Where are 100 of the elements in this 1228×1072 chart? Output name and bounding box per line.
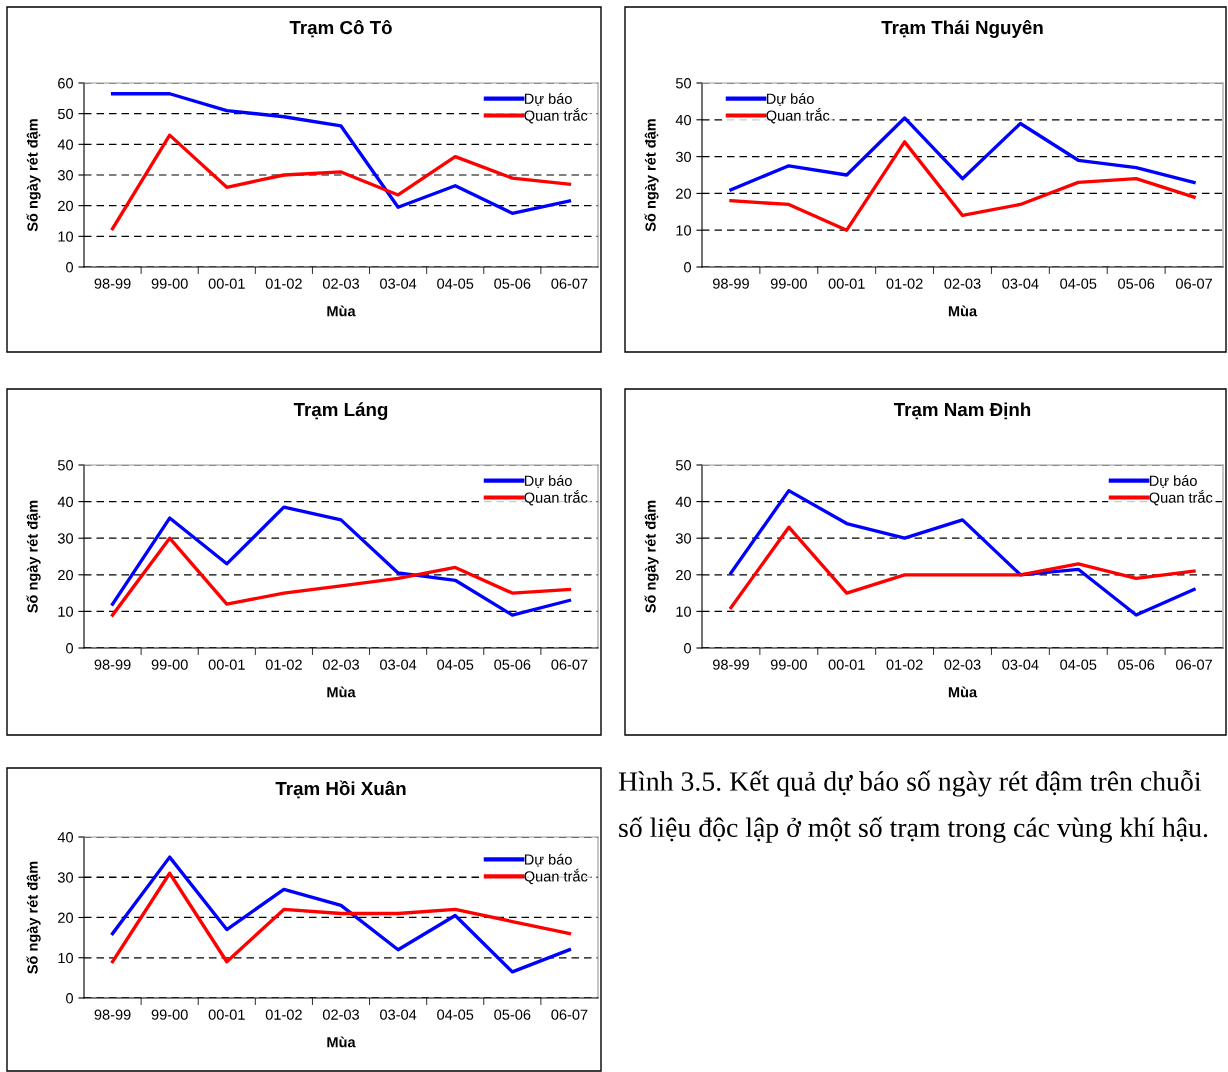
legend-label: Quan trắc bbox=[524, 868, 588, 885]
x-tick-label: 05-06 bbox=[494, 278, 531, 289]
line-series bbox=[110, 505, 572, 617]
x-tick-label: 03-04 bbox=[380, 1009, 417, 1020]
y-tick-label: 30 bbox=[57, 533, 74, 544]
x-tick-label: 05-06 bbox=[1118, 659, 1155, 670]
y-tick-label: 10 bbox=[58, 231, 74, 242]
x-tick-label: 03-04 bbox=[1002, 278, 1039, 289]
y-tick-label: 50 bbox=[675, 460, 692, 471]
x-tick-label: 99-00 bbox=[151, 659, 188, 670]
x-tick-label: 98-99 bbox=[94, 659, 131, 670]
y-tick-label: 40 bbox=[675, 114, 692, 126]
y-tick-label: 0 bbox=[66, 643, 74, 654]
x-tick-label: 03-04 bbox=[380, 659, 417, 670]
x-tick-label: 00-01 bbox=[828, 659, 865, 670]
legend-label: Dự báo bbox=[524, 93, 572, 106]
legend-label: Quan trắc bbox=[524, 489, 588, 506]
chart-title: Trạm Thái Nguyên bbox=[881, 20, 1043, 38]
y-tick-label: 30 bbox=[675, 533, 692, 544]
x-tick-label: 00-01 bbox=[208, 1009, 245, 1020]
x-tick-label: 06-07 bbox=[1175, 278, 1212, 289]
y-tick-label: 30 bbox=[57, 872, 74, 883]
x-tick-label: 00-01 bbox=[828, 278, 865, 289]
x-tick-label: 04-05 bbox=[1060, 659, 1097, 670]
line-series bbox=[729, 525, 1196, 610]
x-tick-label: 03-04 bbox=[380, 278, 417, 289]
text: Hình 3.5. Kết quả dự báo số ngày rét đậm trên chuỗi số liệu độc lập ở một số trạm trong các vùng khí hậu. bbox=[618, 770, 1208, 843]
x-tick-label: 98-99 bbox=[712, 659, 749, 670]
x-tick-label: 98-99 bbox=[712, 278, 749, 289]
x-tick-label: 06-07 bbox=[551, 1009, 588, 1020]
y-tick-label: 10 bbox=[676, 606, 692, 617]
y-tick-label: 10 bbox=[676, 225, 692, 236]
x-tick-label: 02-03 bbox=[322, 659, 360, 670]
x-tick-label: 04-05 bbox=[437, 659, 474, 670]
x-tick-label: 01-02 bbox=[265, 1009, 302, 1020]
x-tick-label: 00-01 bbox=[208, 278, 245, 289]
line-series bbox=[110, 133, 572, 231]
chart-title: Trạm Nam Định bbox=[893, 402, 1031, 420]
line-series bbox=[729, 140, 1196, 232]
y-tick-label: 40 bbox=[57, 139, 74, 150]
x-tick-label: 99-00 bbox=[151, 1009, 188, 1020]
x-tick-label: 05-06 bbox=[494, 659, 531, 670]
x-axis-title: Mùa bbox=[948, 686, 978, 698]
x-tick-label: 04-05 bbox=[437, 1009, 474, 1020]
x-tick-label: 05-06 bbox=[494, 1009, 531, 1020]
x-tick-label: 01-02 bbox=[265, 659, 302, 670]
x-tick-label: 02-03 bbox=[322, 278, 360, 289]
x-tick-label: 03-04 bbox=[1002, 659, 1039, 670]
x-tick-label: 04-05 bbox=[437, 278, 474, 289]
y-tick-label: 40 bbox=[57, 496, 74, 508]
y-tick-label: 50 bbox=[57, 108, 74, 120]
x-tick-label: 04-05 bbox=[1060, 278, 1097, 289]
chart-title: Trạm Láng bbox=[293, 402, 388, 420]
y-tick-label: 10 bbox=[58, 606, 74, 617]
y-axis-title: Số ngày rét đậm bbox=[26, 500, 41, 613]
x-tick-label: 02-03 bbox=[944, 659, 981, 670]
y-tick-label: 0 bbox=[66, 993, 74, 1004]
legend-label: Dự báo bbox=[766, 93, 814, 106]
y-tick-label: 40 bbox=[675, 496, 692, 508]
legend-label: Dự báo bbox=[524, 475, 572, 488]
x-tick-label: 06-07 bbox=[551, 659, 588, 670]
legend-label: Quan trắc bbox=[766, 107, 830, 124]
x-axis-title: Mùa bbox=[948, 305, 978, 317]
y-tick-label: 20 bbox=[676, 188, 692, 199]
x-tick-label: 05-06 bbox=[1118, 278, 1155, 289]
x-tick-label: 99-00 bbox=[770, 659, 807, 670]
x-tick-label: 06-07 bbox=[551, 278, 588, 289]
y-tick-label: 20 bbox=[676, 569, 692, 581]
chart-title: Trạm Cô Tô bbox=[289, 20, 392, 38]
legend-label: Quan trắc bbox=[524, 107, 588, 124]
x-tick-label: 01-02 bbox=[886, 659, 923, 670]
x-tick-label: 99-00 bbox=[151, 278, 188, 289]
legend-label: Dự báo bbox=[524, 853, 572, 867]
legend-label: Dự báo bbox=[1149, 475, 1197, 488]
x-tick-label: 02-03 bbox=[944, 278, 981, 289]
y-axis-title: Số ngày rét đậm bbox=[644, 119, 659, 232]
y-tick-label: 50 bbox=[675, 78, 692, 89]
x-axis-title: Mùa bbox=[327, 1036, 356, 1048]
x-tick-label: 98-99 bbox=[94, 278, 131, 289]
chart-title: Trạm Hồi Xuân bbox=[275, 780, 406, 799]
y-tick-label: 40 bbox=[57, 832, 74, 843]
y-tick-label: 20 bbox=[58, 569, 74, 581]
x-tick-label: 98-99 bbox=[94, 1009, 131, 1020]
x-tick-label: 01-02 bbox=[265, 278, 302, 289]
legend-label: Quan trắc bbox=[1149, 489, 1213, 506]
x-tick-label: 01-02 bbox=[886, 278, 923, 289]
y-tick-label: 0 bbox=[66, 262, 74, 273]
x-axis-title: Mùa bbox=[327, 305, 356, 317]
y-axis-title: Số ngày rét đậm bbox=[26, 119, 41, 232]
y-tick-label: 60 bbox=[58, 78, 74, 89]
y-tick-label: 30 bbox=[675, 151, 692, 163]
line-series bbox=[110, 536, 572, 617]
y-tick-label: 20 bbox=[58, 912, 74, 923]
x-tick-label: 02-03 bbox=[322, 1009, 360, 1020]
y-tick-label: 0 bbox=[684, 643, 692, 654]
y-axis-title: Số ngày rét đậm bbox=[644, 500, 659, 613]
y-axis-title: Số ngày rét đậm bbox=[26, 861, 41, 974]
x-tick-label: 99-00 bbox=[770, 278, 807, 289]
x-tick-label: 00-01 bbox=[208, 659, 245, 670]
y-tick-label: 50 bbox=[57, 460, 74, 471]
